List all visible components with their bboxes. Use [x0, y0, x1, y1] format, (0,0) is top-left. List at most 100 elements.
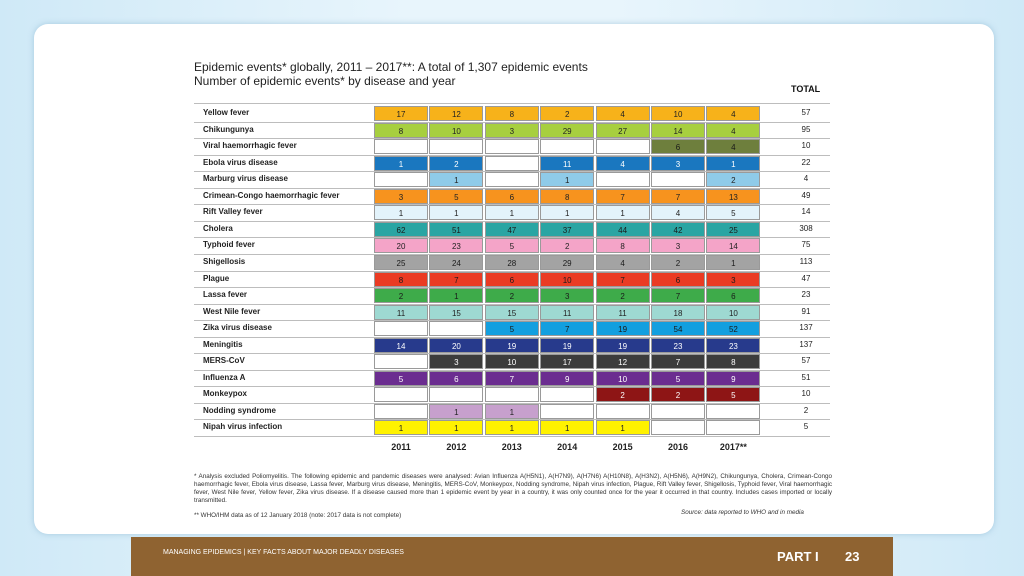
disease-label: Marburg virus disease [203, 174, 288, 184]
value-cell: 42 [651, 221, 705, 237]
value-cell: 2 [651, 254, 705, 270]
value-cell: 1 [429, 288, 484, 304]
value-cell: 54 [651, 321, 705, 337]
disease-label: Ebola virus disease [203, 157, 278, 167]
value-cell: 6 [706, 288, 761, 304]
row-divider [194, 253, 830, 255]
value-cell: 27 [595, 122, 650, 138]
value-cell: 29 [540, 122, 595, 138]
value-cell: 1 [429, 172, 484, 188]
disease-label: Crimean-Congo haemorrhagic fever [203, 190, 340, 200]
chart-title: Epidemic events* globally, 2011 – 2017**… [194, 60, 588, 74]
value-cell: 4 [706, 139, 761, 155]
value-cell [706, 420, 761, 436]
value-cell: 2 [706, 172, 761, 188]
total-cell: 57 [801, 356, 811, 366]
value-cell: 1 [484, 403, 539, 419]
value-cell: 1 [595, 205, 650, 221]
value-cell: 3 [374, 188, 428, 204]
value-cell: 8 [540, 188, 595, 204]
value-cell [429, 321, 484, 337]
row-divider [194, 369, 830, 371]
value-cell: 4 [595, 254, 650, 270]
footer-bar: MANAGING EPIDEMICS | KEY FACTS ABOUT MAJ… [131, 537, 893, 576]
value-cell: 52 [706, 321, 761, 337]
row-divider [194, 436, 830, 437]
disease-label: Chikungunya [203, 124, 254, 134]
total-cell: 137 [799, 339, 813, 349]
value-cell: 12 [429, 106, 484, 121]
value-cell [651, 420, 705, 436]
value-cell: 24 [429, 254, 484, 270]
value-cell: 5 [429, 188, 484, 204]
disease-label: Monkeypox [203, 389, 248, 399]
disease-label: Plague [203, 273, 230, 283]
value-cell [651, 403, 705, 419]
footer-section-title: MANAGING EPIDEMICS | KEY FACTS ABOUT MAJ… [163, 549, 404, 556]
value-cell: 2 [651, 387, 705, 403]
value-cell: 2 [374, 288, 428, 304]
disease-label: Viral haemorrhagic fever [203, 141, 297, 151]
total-cell: 91 [801, 306, 811, 316]
disease-label: Nodding syndrome [203, 405, 276, 415]
value-cell [374, 321, 428, 337]
year-label: 2014 [557, 442, 578, 452]
value-cell: 1 [374, 205, 428, 221]
value-cell: 8 [595, 238, 650, 254]
row-divider [194, 320, 830, 322]
year-label: 2017** [719, 442, 747, 452]
value-cell: 51 [429, 221, 484, 237]
value-cell: 17 [374, 106, 428, 121]
value-cell: 7 [651, 354, 705, 370]
value-cell: 2 [595, 387, 650, 403]
value-cell: 11 [540, 304, 595, 320]
value-cell: 19 [540, 337, 595, 353]
disease-label: Shigellosis [203, 256, 246, 266]
value-cell: 7 [651, 188, 705, 204]
disease-label: Yellow fever [203, 108, 250, 117]
value-cell: 23 [651, 337, 705, 353]
value-cell: 8 [374, 271, 428, 287]
value-cell: 6 [484, 188, 539, 204]
value-cell: 19 [595, 321, 650, 337]
total-cell: 14 [801, 207, 811, 217]
value-cell [540, 387, 595, 403]
value-cell: 5 [706, 387, 761, 403]
value-cell: 8 [374, 122, 428, 138]
row-divider [194, 121, 830, 123]
value-cell: 1 [706, 155, 761, 171]
row-divider [194, 270, 830, 272]
value-cell [595, 172, 650, 188]
value-cell [429, 387, 484, 403]
value-cell: 62 [374, 221, 428, 237]
value-cell: 5 [706, 205, 761, 221]
total-cell: 57 [801, 108, 811, 117]
value-cell: 9 [706, 370, 761, 386]
value-cell: 11 [540, 155, 595, 171]
year-label: 2015 [612, 442, 633, 452]
value-cell: 3 [484, 122, 539, 138]
value-cell: 20 [429, 337, 484, 353]
value-cell: 15 [429, 304, 484, 320]
disease-label: Influenza A [203, 372, 246, 382]
disease-label: West Nile fever [203, 306, 261, 316]
value-cell: 1 [484, 420, 539, 436]
value-cell: 10 [706, 304, 761, 320]
total-cell: 113 [799, 256, 813, 266]
total-cell: 137 [799, 323, 813, 333]
year-label: 2011 [391, 442, 411, 452]
value-cell: 10 [429, 122, 484, 138]
total-column-header: TOTAL [791, 84, 821, 94]
disease-label: Rift Valley fever [203, 207, 263, 217]
value-cell: 23 [429, 238, 484, 254]
value-cell: 8 [706, 354, 761, 370]
value-cell: 7 [429, 271, 484, 287]
value-cell: 7 [484, 370, 539, 386]
disease-label: Nipah virus infection [203, 422, 283, 432]
value-cell: 25 [706, 221, 761, 237]
disease-label: Typhoid fever [203, 240, 255, 250]
value-cell: 1 [374, 420, 428, 436]
value-cell [540, 403, 595, 419]
value-cell [706, 403, 761, 419]
disease-label: Lassa fever [203, 290, 248, 300]
